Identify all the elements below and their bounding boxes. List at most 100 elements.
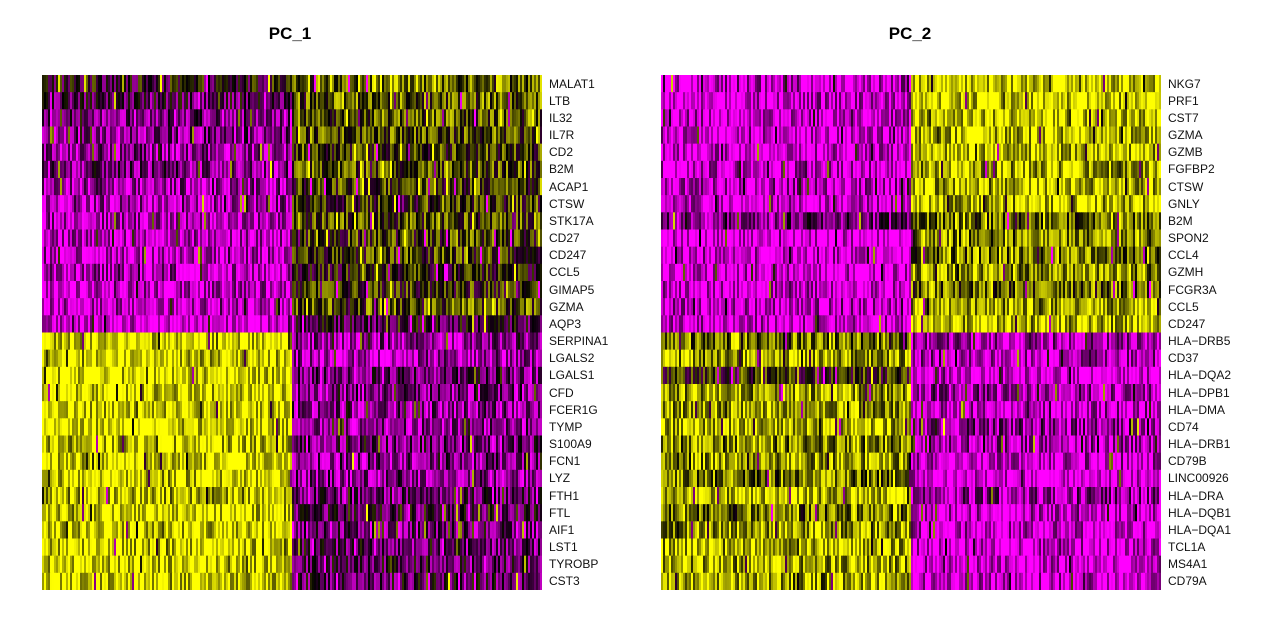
gene-label: HLA−DMA bbox=[1168, 402, 1226, 417]
heatmap-row-fgfbp2 bbox=[661, 160, 1161, 179]
heatmap-row-serpina1 bbox=[42, 332, 542, 351]
gene-label: HLA−DQA1 bbox=[1168, 522, 1232, 537]
gene-label: LYZ bbox=[549, 471, 571, 486]
heatmap-row-ccl5 bbox=[42, 263, 542, 282]
gene-label: TYROBP bbox=[549, 557, 599, 572]
heatmap-row-hla−drb5 bbox=[661, 332, 1161, 351]
gene-label: CD27 bbox=[549, 231, 580, 246]
gene-label: LST1 bbox=[549, 540, 578, 555]
gene-label: HLA−DQA2 bbox=[1168, 368, 1232, 383]
heatmap-row-gnly bbox=[661, 195, 1161, 213]
gene-label: FTL bbox=[549, 505, 571, 520]
heatmap-row-gimap5 bbox=[42, 281, 542, 299]
heatmap-row-gzma bbox=[661, 126, 1161, 145]
heatmap-row-linc00926 bbox=[661, 469, 1161, 488]
heatmap-row-cd37 bbox=[661, 349, 1161, 368]
heatmap-row-ctsw bbox=[42, 195, 542, 213]
gene-label: CTSW bbox=[1168, 179, 1204, 194]
gene-label: CTSW bbox=[549, 196, 585, 211]
heatmap-row-hla−dpb1 bbox=[661, 384, 1161, 402]
gene-label: GIMAP5 bbox=[549, 282, 595, 297]
gene-label: GZMH bbox=[1168, 265, 1204, 280]
heatmap-row-prf1 bbox=[661, 92, 1161, 110]
heatmap-row-fcer1g bbox=[42, 401, 542, 419]
heatmap-row-cd27 bbox=[42, 229, 542, 248]
heatmap-row-cd74 bbox=[661, 418, 1161, 437]
heatmap-row-hla−drb1 bbox=[661, 435, 1161, 454]
heatmap-row-il7r bbox=[42, 126, 542, 145]
heatmap-row-malat1 bbox=[42, 75, 542, 93]
gene-label: AQP3 bbox=[549, 316, 582, 331]
gene-label: TCL1A bbox=[1168, 540, 1206, 555]
heatmap-panel-pc1: PC_1 MALAT1 LTB IL32 IL7R CD2 B2M ACAP1 CTSW STK… bbox=[42, 24, 608, 590]
gene-label: SPON2 bbox=[1168, 231, 1209, 246]
heatmap-row-hla−dqa1 bbox=[661, 521, 1161, 540]
gene-label: IL32 bbox=[549, 110, 573, 125]
gene-label: CD37 bbox=[1168, 351, 1199, 366]
heatmap-row-cst7 bbox=[661, 109, 1161, 128]
gene-label: CD2 bbox=[549, 145, 574, 160]
gene-label: HLA−DPB1 bbox=[1168, 385, 1230, 400]
gene-label: CST7 bbox=[1168, 110, 1199, 125]
heatmap-row-tcl1a bbox=[661, 538, 1161, 557]
heatmap-row-ccl4 bbox=[661, 246, 1161, 265]
gene-label: CCL4 bbox=[1168, 248, 1199, 263]
gene-label: CD247 bbox=[1168, 316, 1206, 331]
gene-label: HLA−DRB5 bbox=[1168, 334, 1231, 349]
gene-label: CCL5 bbox=[549, 265, 580, 280]
gene-label: CD79A bbox=[1168, 574, 1207, 589]
gene-label: S100A9 bbox=[549, 437, 592, 452]
heatmap-row-il32 bbox=[42, 109, 542, 128]
gene-label: SERPINA1 bbox=[549, 334, 609, 349]
heatmap-row-hla−dma bbox=[661, 401, 1161, 419]
gene-label: LINC00926 bbox=[1168, 471, 1229, 486]
heatmap-row-lgals2 bbox=[42, 349, 542, 368]
gene-label-list: NKG7 PRF1 CST7 GZMA GZMB FGFBP2 CTSW GNLY B2M SPO… bbox=[1168, 75, 1278, 590]
gene-label: NKG7 bbox=[1168, 76, 1201, 91]
heatmap-panel-pc2: PC_2 NKG7 PRF1 CST7 GZMA GZMB FGFBP2 CTSW GNLY B… bbox=[640, 0, 1280, 624]
gene-label: LTB bbox=[549, 93, 571, 108]
gene-label: GNLY bbox=[1168, 196, 1200, 211]
gene-label: FCGR3A bbox=[1168, 282, 1217, 297]
heatmap-row-stk17a bbox=[42, 212, 542, 231]
heatmap-row-fth1 bbox=[42, 487, 542, 505]
heatmap-row-gzmh bbox=[661, 263, 1161, 282]
gene-label: LGALS2 bbox=[549, 351, 595, 366]
heatmap-row-ftl bbox=[42, 504, 542, 522]
heatmap-row-gzma bbox=[42, 298, 542, 316]
heatmap-row-lyz bbox=[42, 469, 542, 488]
gene-label: STK17A bbox=[549, 213, 594, 228]
chart-title: PC_2 bbox=[888, 24, 932, 43]
heatmap-row-nkg7 bbox=[661, 75, 1161, 93]
heatmap-row-spon2 bbox=[661, 229, 1161, 248]
heatmap-svg bbox=[661, 75, 1161, 590]
gene-label: CCL5 bbox=[1168, 299, 1199, 314]
heatmap-row-hla−dqb1 bbox=[661, 504, 1161, 522]
heatmap-row-ms4a1 bbox=[661, 555, 1161, 574]
heatmap-row-tyrobp bbox=[42, 555, 542, 574]
gene-label: MS4A1 bbox=[1168, 557, 1208, 572]
gene-label: FCER1G bbox=[549, 402, 598, 417]
gene-label: ACAP1 bbox=[549, 179, 589, 194]
gene-label: CFD bbox=[549, 385, 574, 400]
gene-label: MALAT1 bbox=[549, 76, 595, 91]
gene-label: HLA−DQB1 bbox=[1168, 505, 1232, 520]
gene-label: AIF1 bbox=[549, 522, 575, 537]
gene-label: GZMA bbox=[549, 299, 584, 314]
heatmap-row-fcgr3a bbox=[661, 281, 1161, 299]
gene-label-list: MALAT1 LTB IL32 IL7R CD2 B2M ACAP1 CTSW STK17A CD… bbox=[549, 75, 659, 590]
heatmap-row-cd247 bbox=[42, 246, 542, 265]
heatmap-row-hla−dra bbox=[661, 487, 1161, 505]
heatmap-row-tymp bbox=[42, 418, 542, 437]
heatmap-row-aif1 bbox=[42, 521, 542, 540]
heatmap-row-hla−dqa2 bbox=[661, 366, 1161, 385]
gene-label: FTH1 bbox=[549, 488, 579, 503]
heatmap-row-ccl5 bbox=[661, 298, 1161, 316]
heatmap-row-lst1 bbox=[42, 538, 542, 557]
gene-label: CD247 bbox=[549, 248, 587, 263]
heatmap bbox=[661, 75, 1161, 590]
heatmap-row-cd2 bbox=[42, 143, 542, 162]
heatmap-svg bbox=[42, 75, 542, 590]
heatmap-row-cd79b bbox=[661, 452, 1161, 471]
gene-label: FCN1 bbox=[549, 454, 581, 469]
